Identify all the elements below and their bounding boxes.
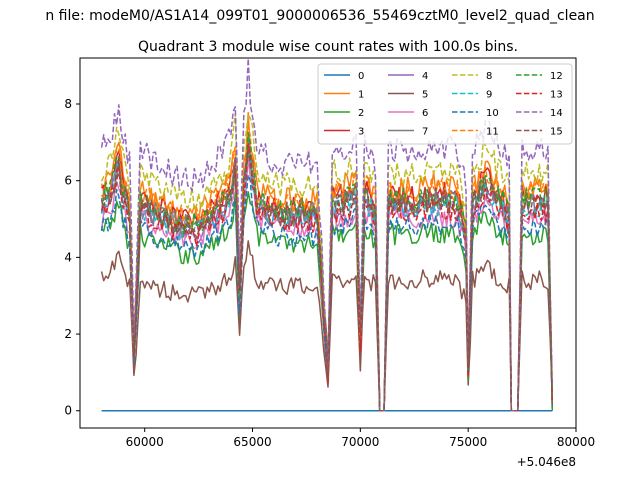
legend-label-9: 9	[486, 90, 492, 101]
legend-label-1: 1	[358, 90, 364, 101]
legend-label-5: 5	[422, 90, 428, 101]
legend-label-4: 4	[422, 71, 428, 82]
y-tick-label: 2	[64, 327, 72, 341]
x-offset-label: +5.046e8	[517, 455, 576, 469]
legend-box	[317, 63, 573, 145]
x-tick-label: 70000	[341, 435, 379, 449]
legend-label-2: 2	[358, 108, 364, 119]
series-line-5	[100, 240, 554, 412]
x-tick-label: 65000	[233, 435, 271, 449]
series-lines	[100, 58, 554, 412]
x-tick-label: 75000	[449, 435, 487, 449]
y-tick-label: 8	[64, 97, 72, 111]
x-tick-label: 60000	[126, 435, 164, 449]
legend-label-8: 8	[486, 71, 492, 82]
legend-label-7: 7	[422, 127, 428, 138]
legend-label-3: 3	[358, 127, 364, 138]
plot-frame	[79, 57, 577, 429]
chart-title: Quadrant 3 module wise count rates with …	[138, 39, 518, 55]
y-tick-label: 4	[64, 250, 72, 264]
legend-label-11: 11	[486, 127, 499, 138]
y-tick-label: 6	[64, 174, 72, 188]
legend-label-6: 6	[422, 108, 428, 119]
legend-label-12: 12	[550, 71, 563, 82]
y-axis-ticks: 0 2 4 6 8	[64, 97, 80, 418]
legend-label-15: 15	[550, 127, 563, 138]
x-tick-label: 80000	[557, 435, 595, 449]
figure-title: n file: modeM0/AS1A14_099T01_9000006536_…	[45, 8, 594, 24]
x-axis-ticks: 60000 65000 70000 75000 80000	[126, 428, 595, 449]
legend-label-14: 14	[550, 108, 563, 119]
legend-label-0: 0	[358, 71, 364, 82]
series-line-12	[101, 131, 554, 412]
legend-label-13: 13	[550, 90, 563, 101]
y-tick-label: 0	[64, 404, 72, 418]
legend-label-10: 10	[486, 108, 499, 119]
series-line-8	[100, 112, 554, 412]
series-line-15	[100, 149, 554, 412]
